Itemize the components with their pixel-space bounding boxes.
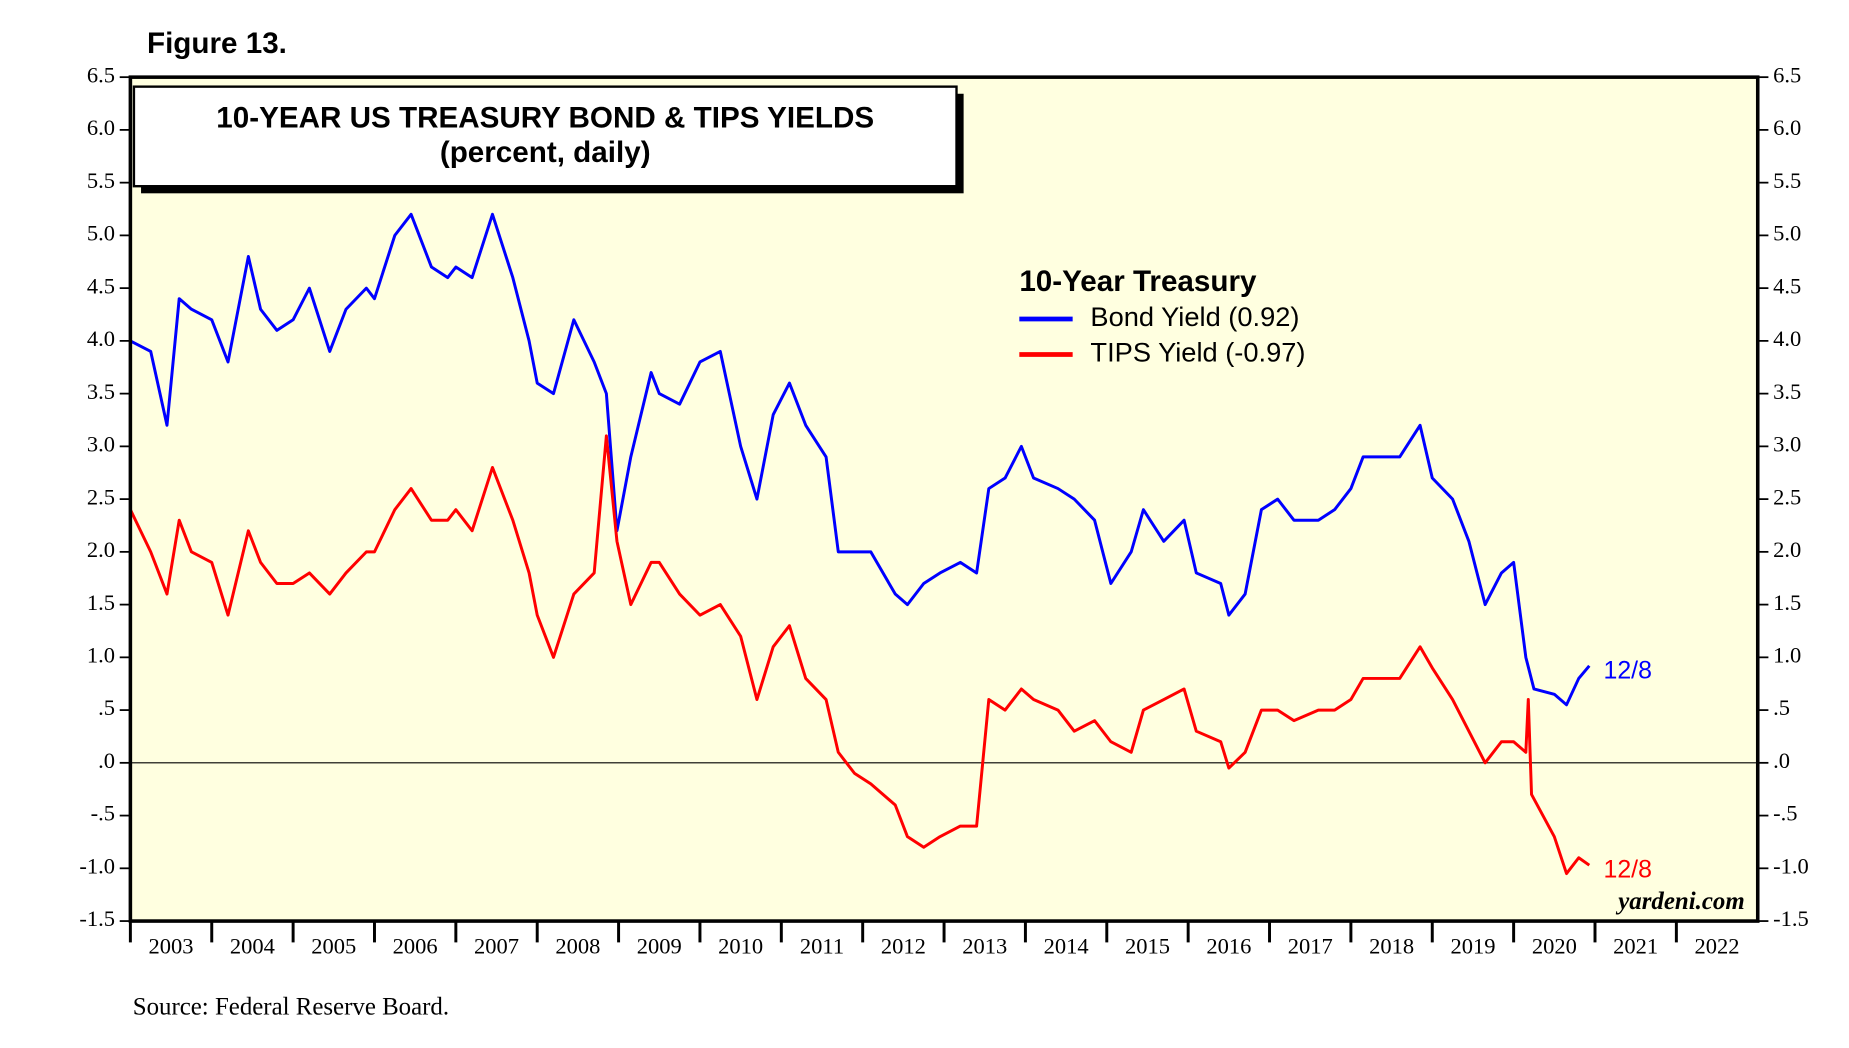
figure-label: Figure 13. [147,27,287,60]
y-tick-label: .0 [98,748,115,773]
y2-tick-label: 4.0 [1773,326,1801,351]
x-tick-label: 2005 [311,933,356,958]
y2-tick-label: 6.5 [1773,62,1801,87]
x-tick-label: 2022 [1695,933,1740,958]
y-tick-label: -1.0 [79,853,115,878]
y-tick-label: 1.0 [87,643,115,668]
y2-tick-label: 1.0 [1773,643,1801,668]
y-tick-label: 2.0 [87,537,115,562]
x-tick-label: 2006 [393,933,438,958]
y-tick-label: 4.5 [87,273,115,298]
y-tick-label: -1.5 [79,906,115,931]
x-tick-label: 2009 [637,933,682,958]
x-tick-label: 2014 [1044,933,1089,958]
end-label: 12/8 [1604,856,1652,884]
x-tick-label: 2021 [1613,933,1658,958]
y-tick-label: .5 [98,695,115,720]
y2-tick-label: 3.5 [1773,379,1801,404]
x-tick-label: 2019 [1450,933,1495,958]
legend-title: 10-Year Treasury [1019,265,1257,298]
x-tick-label: 2013 [962,933,1007,958]
y2-tick-label: -1.0 [1773,853,1809,878]
x-tick-label: 2017 [1288,933,1333,958]
y-tick-label: 6.0 [87,115,115,140]
y2-tick-label: 6.0 [1773,115,1801,140]
x-tick-label: 2018 [1369,933,1414,958]
plot-area: 6.5 6.5 6.0 6.0 5.5 5.5 5.0 5.0 4.5 4.5 4.0 4.0 3.5 3… [79,62,1808,958]
x-tick-label: 2007 [474,933,519,958]
series-line [129,212,1591,707]
legend-label: Bond Yield (0.92) [1090,301,1299,332]
y2-tick-label: -.5 [1773,801,1797,826]
x-tick-label: 2010 [718,933,763,958]
y2-tick-label: 5.5 [1773,168,1801,193]
x-tick-label: 2003 [149,933,194,958]
chart-title: 10-YEAR US TREASURY BOND & TIPS YIELDS [216,102,874,135]
watermark: yardeni.com [1615,888,1744,915]
y-tick-label: 3.0 [87,432,115,457]
y-tick-label: -.5 [91,801,115,826]
source: Source: Federal Reserve Board. [133,993,449,1020]
y2-tick-label: 2.0 [1773,537,1801,562]
title-box [132,85,958,188]
y2-tick-label: 4.5 [1773,273,1801,298]
y-tick-label: 4.0 [87,326,115,351]
x-tick-label: 2020 [1532,933,1577,958]
chart-subtitle: (percent, daily) [440,136,651,169]
x-tick-label: 2016 [1206,933,1251,958]
y-tick-label: 5.5 [87,168,115,193]
y-tick-label: 3.5 [87,379,115,404]
series-line [129,434,1591,876]
y2-tick-label: 1.5 [1773,590,1801,615]
x-tick-label: 2008 [555,933,600,958]
y-tick-label: 1.5 [87,590,115,615]
legend-label: TIPS Yield (-0.97) [1090,337,1305,368]
end-label: 12/8 [1604,656,1652,684]
x-tick-label: 2012 [881,933,926,958]
y2-tick-label: 2.5 [1773,484,1801,509]
y2-tick-label: -1.5 [1773,906,1809,931]
y2-tick-label: .5 [1773,695,1790,720]
y-tick-label: 2.5 [87,484,115,509]
y-tick-label: 5.0 [87,221,115,246]
x-tick-label: 2011 [800,933,844,958]
y2-tick-label: 3.0 [1773,432,1801,457]
y-tick-label: 6.5 [87,62,115,87]
y2-tick-label: 5.0 [1773,221,1801,246]
x-tick-label: 2015 [1125,933,1170,958]
plot-background [130,77,1758,922]
y2-tick-label: .0 [1773,748,1790,773]
x-tick-label: 2004 [230,933,275,958]
plot-border [128,75,1760,923]
